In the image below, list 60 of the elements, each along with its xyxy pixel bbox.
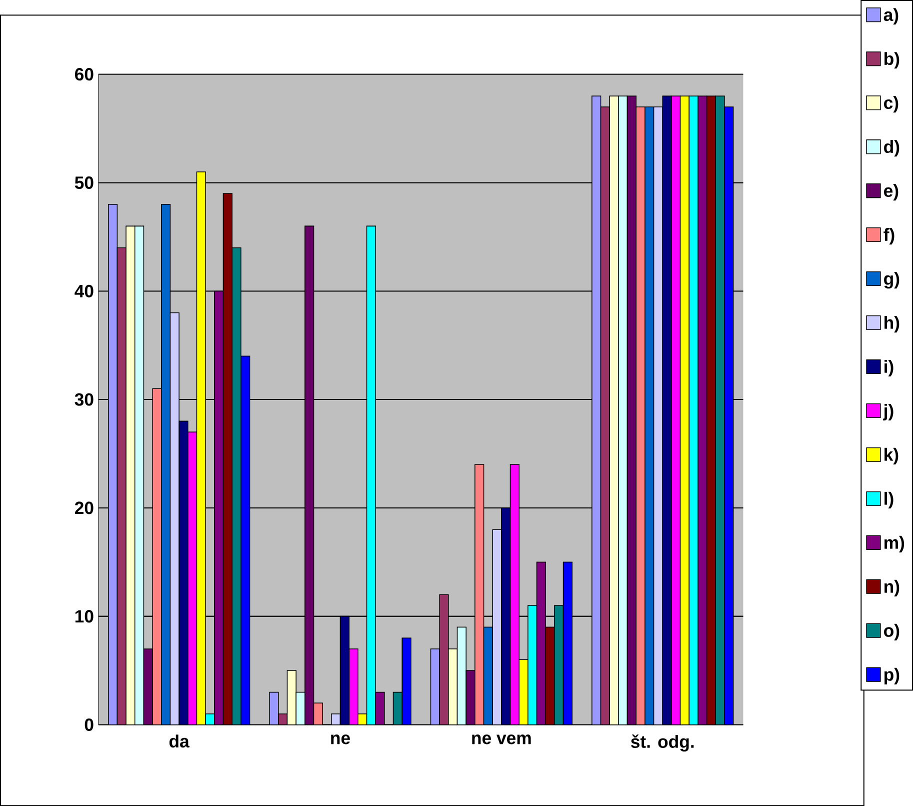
legend-label: n) xyxy=(884,580,900,596)
legend-label: m) xyxy=(884,536,904,552)
y-tick-label: 10 xyxy=(75,610,94,623)
bar xyxy=(688,96,698,725)
bar xyxy=(222,193,232,725)
legend-label: j) xyxy=(883,404,894,420)
y-tick-label: 60 xyxy=(75,68,94,80)
bar xyxy=(698,96,708,725)
bar xyxy=(240,356,250,725)
bar xyxy=(196,171,206,725)
y-tick-label: 40 xyxy=(74,284,94,298)
bar xyxy=(492,529,502,725)
bar xyxy=(366,226,376,725)
legend-label: o) xyxy=(884,624,900,640)
y-tick-label: 50 xyxy=(74,176,94,189)
legend-label: a) xyxy=(884,8,898,24)
y-tick-label: 0 xyxy=(84,718,94,731)
bar xyxy=(545,626,555,725)
bar xyxy=(340,616,350,725)
bar xyxy=(671,96,681,725)
legend-label: g) xyxy=(884,272,900,288)
x-tick-label: ne xyxy=(331,734,350,744)
bar xyxy=(536,562,546,725)
y-tick-label: 20 xyxy=(74,502,94,514)
bar xyxy=(706,96,716,725)
bar xyxy=(510,464,520,725)
bar xyxy=(518,659,528,725)
legend-label: i) xyxy=(884,360,894,376)
legend-label: p) xyxy=(884,668,900,684)
legend-label: d) xyxy=(884,140,900,156)
legend-label: h) xyxy=(884,316,900,332)
legend-label: k) xyxy=(884,448,898,464)
legend-label: c) xyxy=(884,96,898,112)
y-tick-label: 30 xyxy=(74,393,94,406)
legend-label: b) xyxy=(884,52,900,68)
x-tick-label: ne vem xyxy=(472,734,531,744)
bar xyxy=(715,96,725,725)
bar xyxy=(402,638,412,725)
legend-label: f) xyxy=(884,228,894,244)
bar xyxy=(348,648,358,725)
bar xyxy=(483,626,493,725)
legend-label: e) xyxy=(884,184,898,200)
x-tick-label: št. odg. xyxy=(630,734,694,752)
bar xyxy=(501,507,511,725)
bar xyxy=(178,420,188,725)
bar xyxy=(680,96,690,725)
bar xyxy=(528,605,538,725)
bar xyxy=(644,106,654,725)
bar xyxy=(724,106,734,725)
bar xyxy=(653,106,663,725)
bar xyxy=(170,312,180,725)
legend-label: l) xyxy=(884,492,894,508)
bar xyxy=(554,605,564,725)
bar xyxy=(662,96,672,725)
bar xyxy=(188,432,198,725)
bar xyxy=(214,290,224,725)
bar xyxy=(232,247,242,725)
bar xyxy=(161,204,171,725)
x-tick-label: da xyxy=(169,734,190,748)
bar xyxy=(562,562,572,725)
